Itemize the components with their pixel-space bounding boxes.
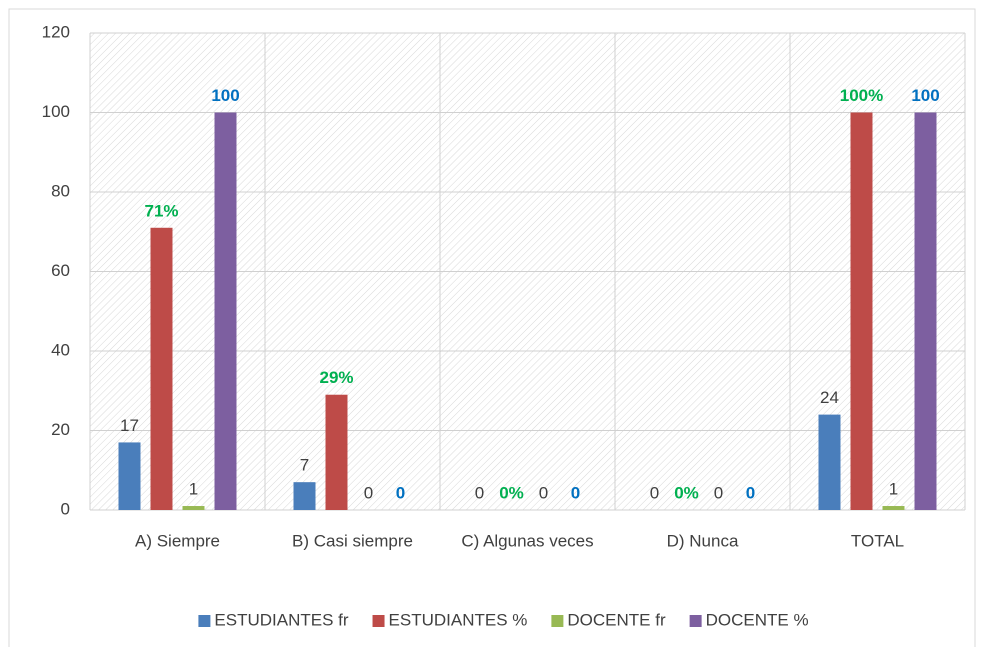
x-tick-label: TOTAL (851, 531, 904, 550)
data-label: 7 (300, 456, 309, 475)
data-label: 24 (820, 388, 839, 407)
data-label: 0 (650, 483, 659, 502)
data-label: 0 (475, 483, 484, 502)
data-label: 100% (840, 86, 883, 105)
legend-label: DOCENTE % (706, 610, 809, 629)
data-label: 100 (211, 86, 239, 105)
bar (850, 112, 873, 510)
bar (914, 112, 937, 510)
bar (818, 414, 841, 510)
data-label: 0 (714, 483, 723, 502)
legend-label: ESTUDIANTES fr (214, 610, 348, 629)
bar (150, 227, 173, 510)
data-label: 0 (396, 483, 405, 502)
data-label: 1 (189, 480, 198, 499)
x-tick-label: C) Algunas veces (461, 531, 593, 550)
bar (182, 506, 205, 510)
legend-label: ESTUDIANTES % (389, 610, 528, 629)
y-tick-label: 60 (51, 261, 70, 280)
bar (882, 506, 905, 510)
bar (293, 482, 316, 510)
data-label: 1 (889, 480, 898, 499)
y-tick-label: 20 (51, 420, 70, 439)
legend-swatch (689, 615, 702, 627)
data-label: 29% (319, 368, 353, 387)
bar (118, 442, 141, 510)
legend-swatch (198, 615, 211, 627)
data-label: 0 (746, 483, 755, 502)
y-tick-label: 40 (51, 340, 70, 359)
bar (325, 394, 348, 510)
x-tick-label: D) Nunca (667, 531, 739, 550)
y-tick-label: 100 (42, 102, 70, 121)
bar (214, 112, 237, 510)
data-label: 17 (120, 416, 139, 435)
y-tick-label: 0 (61, 499, 70, 518)
legend-swatch (551, 615, 564, 627)
data-label: 100 (911, 86, 939, 105)
data-label: 71% (144, 201, 178, 220)
y-tick-label: 120 (42, 22, 70, 41)
legend-swatch (372, 615, 385, 627)
data-label: 0 (364, 483, 373, 502)
y-tick-label: 80 (51, 181, 70, 200)
legend-label: DOCENTE fr (567, 610, 666, 629)
x-tick-label: B) Casi siempre (292, 531, 413, 550)
data-label: 0 (571, 483, 580, 502)
data-label: 0% (499, 483, 524, 502)
data-label: 0% (674, 483, 699, 502)
data-label: 0 (539, 483, 548, 502)
x-tick-label: A) Siempre (135, 531, 220, 550)
